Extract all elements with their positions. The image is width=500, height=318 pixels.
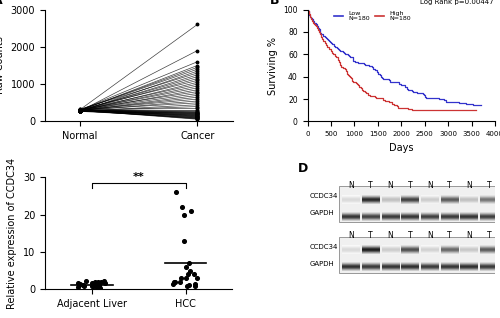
Point [88,280,96,285]
Text: GAPDH: GAPDH [310,261,334,266]
Legend: Low
N=180, High
N=180: Low N=180, High N=180 [331,8,413,24]
Text: T: T [408,181,412,190]
Text: N: N [388,231,394,240]
Point [93,281,101,286]
Text: N: N [427,231,432,240]
Text: N: N [388,181,394,190]
Point [171,280,179,285]
Point [95,282,103,287]
Y-axis label: Raw Counts: Raw Counts [0,37,5,94]
Point [182,265,190,270]
Text: GAPDH: GAPDH [310,210,334,216]
Text: N: N [466,181,472,190]
Text: T: T [368,231,373,240]
Point [74,285,82,290]
Text: **: ** [133,172,144,182]
Point [190,284,198,289]
Point [182,276,190,281]
Point [185,282,193,287]
Text: T: T [486,181,491,190]
Point [193,276,201,281]
Text: N: N [427,181,432,190]
Point [190,272,198,277]
Point [176,276,184,281]
Point [94,283,102,288]
Point [180,212,188,217]
Point [186,268,194,273]
Point [172,190,179,195]
Text: Log Rank p=0.00447: Log Rank p=0.00447 [420,0,494,5]
Point [82,279,90,284]
Text: CCDC34: CCDC34 [310,193,338,199]
Bar [340,237,500,273]
Y-axis label: Surviving %: Surviving % [268,37,278,94]
Point [78,282,86,287]
Text: T: T [368,181,373,190]
Y-axis label: Relative expression of CCDC34: Relative expression of CCDC34 [8,158,18,309]
Point [91,280,99,285]
Text: T: T [486,231,491,240]
Text: CCDC34: CCDC34 [310,244,338,250]
Point [191,281,199,286]
Point [176,280,184,285]
Point [88,283,96,288]
Point [178,205,186,210]
Point [185,261,193,266]
Point [74,280,82,286]
Point [92,284,100,289]
Point [80,283,88,288]
Point [184,272,192,277]
Point [169,281,177,286]
Text: D: D [298,162,308,175]
Text: T: T [447,181,452,190]
Point [96,285,104,290]
Point [95,284,103,289]
Point [170,280,178,285]
Point [89,284,97,289]
Point [183,283,191,288]
Point [186,209,194,214]
Text: B: B [270,0,280,7]
Bar [340,186,500,222]
X-axis label: Days: Days [389,143,413,153]
Point [100,278,108,283]
Text: N: N [348,181,354,190]
Point [80,283,88,288]
Point [180,238,188,243]
Text: N: N [466,231,472,240]
Point [76,282,84,287]
Point [100,281,108,286]
Text: N: N [348,231,354,240]
Text: T: T [408,231,412,240]
Point [94,279,102,284]
Text: A: A [0,0,2,7]
Point [96,280,104,285]
Text: T: T [447,231,452,240]
